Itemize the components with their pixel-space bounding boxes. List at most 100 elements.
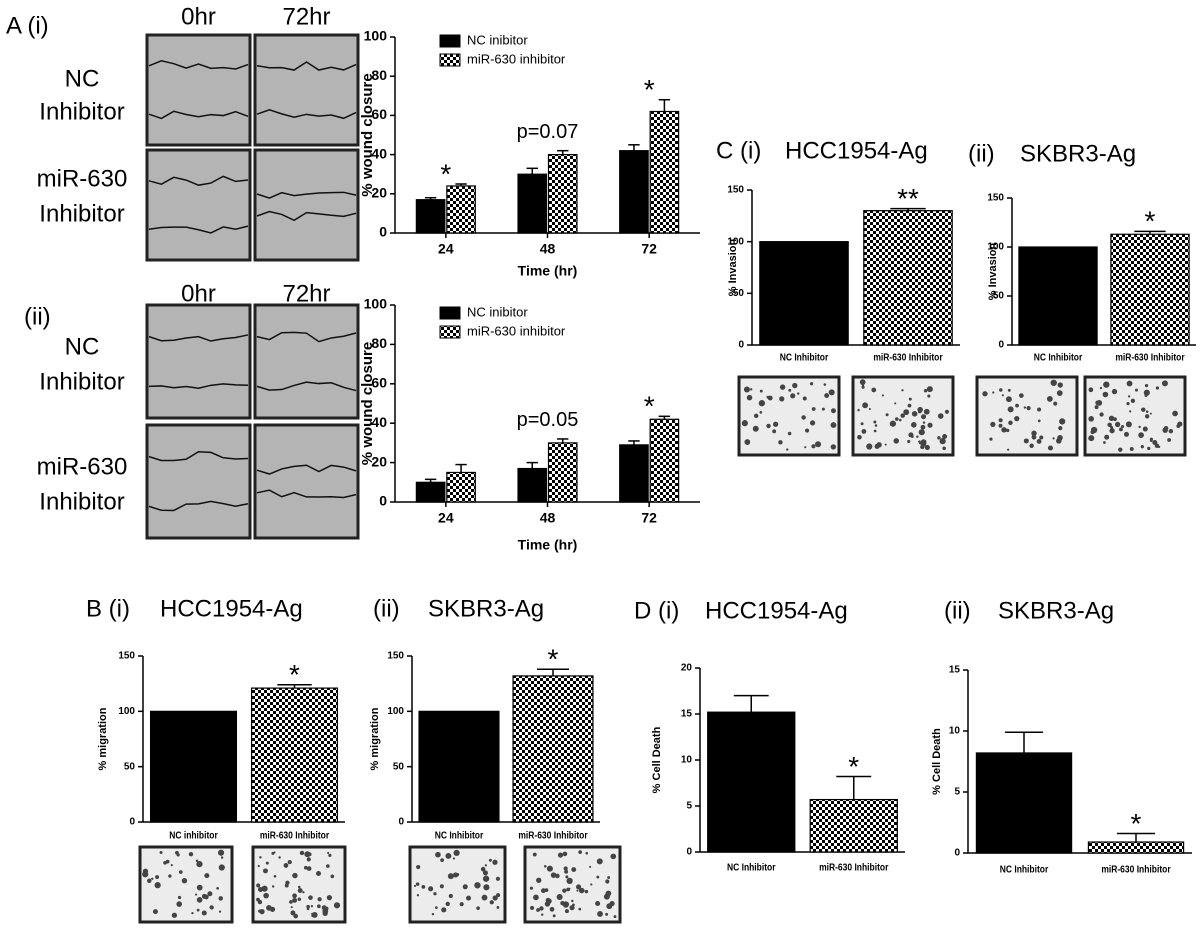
panel-title: SKBR3-Ag <box>998 597 1114 624</box>
cell <box>168 874 172 878</box>
cell <box>1126 380 1133 387</box>
wound-edge <box>148 383 249 390</box>
cell <box>1108 415 1115 422</box>
cell <box>439 884 444 889</box>
y-tick-label: 100 <box>387 706 404 717</box>
cell <box>924 444 930 450</box>
cell <box>1120 424 1125 429</box>
cell <box>207 891 213 897</box>
cell <box>287 859 292 865</box>
cell <box>1090 426 1098 434</box>
cell <box>917 406 923 413</box>
cell <box>809 382 814 386</box>
cell <box>333 902 341 909</box>
wound-image <box>145 303 252 420</box>
cell <box>476 906 480 910</box>
cell <box>605 890 612 897</box>
cell <box>759 389 763 393</box>
image-row-label: miR-630 <box>37 165 128 192</box>
cell <box>564 869 569 874</box>
cell <box>571 899 574 903</box>
cell <box>271 885 275 888</box>
cell <box>308 895 313 900</box>
cell <box>759 411 763 414</box>
cell <box>585 851 589 855</box>
y-tick-label: 60 <box>371 375 387 391</box>
y-tick-label: 0 <box>398 817 404 828</box>
x-tick-label: NC Inhibitor <box>780 352 829 363</box>
cell <box>861 385 865 389</box>
cell <box>998 418 1003 423</box>
cell <box>435 906 438 909</box>
y-tick-label: 0 <box>379 493 387 509</box>
cell <box>299 850 305 856</box>
cell <box>1057 382 1063 388</box>
legend-swatch <box>439 325 461 339</box>
cell <box>445 901 450 907</box>
cell <box>809 420 816 426</box>
cell <box>998 423 1003 428</box>
cell <box>767 395 773 401</box>
cell <box>303 865 308 870</box>
cell <box>310 905 314 908</box>
cell <box>209 905 214 910</box>
cell <box>1053 401 1058 406</box>
cell <box>536 908 540 912</box>
cell <box>1088 435 1095 442</box>
cell <box>898 418 902 422</box>
cell <box>1149 412 1152 415</box>
y-tick-label: 100 <box>364 28 388 44</box>
cell <box>878 442 881 445</box>
y-tick-label: 50 <box>993 291 1005 302</box>
cell <box>257 864 260 868</box>
cell <box>874 443 880 449</box>
cell <box>923 408 930 415</box>
y-tick-label: 150 <box>118 651 135 662</box>
cell <box>1140 444 1145 449</box>
wound-edge <box>256 191 357 199</box>
cell-image <box>1083 375 1187 457</box>
cell <box>302 891 305 894</box>
cell <box>188 851 194 857</box>
cell <box>1088 387 1094 393</box>
cell <box>579 908 582 911</box>
wound-edge <box>256 210 357 222</box>
bar <box>1018 246 1098 346</box>
image-row-label: miR-630 <box>37 453 128 480</box>
legend-swatch <box>439 53 461 67</box>
cell <box>746 394 753 401</box>
cell <box>263 868 268 874</box>
cell <box>823 383 827 386</box>
cell <box>1008 420 1013 426</box>
cell <box>920 440 927 447</box>
wound-edge <box>148 60 249 70</box>
bar <box>418 710 500 823</box>
cell <box>1046 396 1053 402</box>
cell <box>874 424 878 427</box>
cell <box>830 408 836 414</box>
y-tick-label: 100 <box>727 236 744 247</box>
cell <box>910 435 914 438</box>
cell <box>1031 434 1037 440</box>
bar <box>1087 841 1185 854</box>
cell <box>1007 388 1011 392</box>
cell <box>1118 447 1123 452</box>
cell <box>306 907 310 911</box>
cell <box>609 901 615 907</box>
cell <box>453 849 460 857</box>
y-tick-label: 20 <box>371 185 387 201</box>
cell <box>802 396 807 401</box>
cell <box>1103 381 1110 388</box>
cell <box>578 850 583 854</box>
cell <box>552 914 556 918</box>
cell <box>790 393 796 399</box>
x-tick-label: 72 <box>641 510 657 526</box>
cell <box>564 909 569 914</box>
y-tick-label: 0 <box>998 340 1004 351</box>
cell <box>151 877 154 880</box>
cell <box>216 886 219 890</box>
cell <box>196 884 203 891</box>
cell <box>293 913 299 919</box>
cell <box>1005 428 1010 433</box>
cell <box>326 894 333 901</box>
